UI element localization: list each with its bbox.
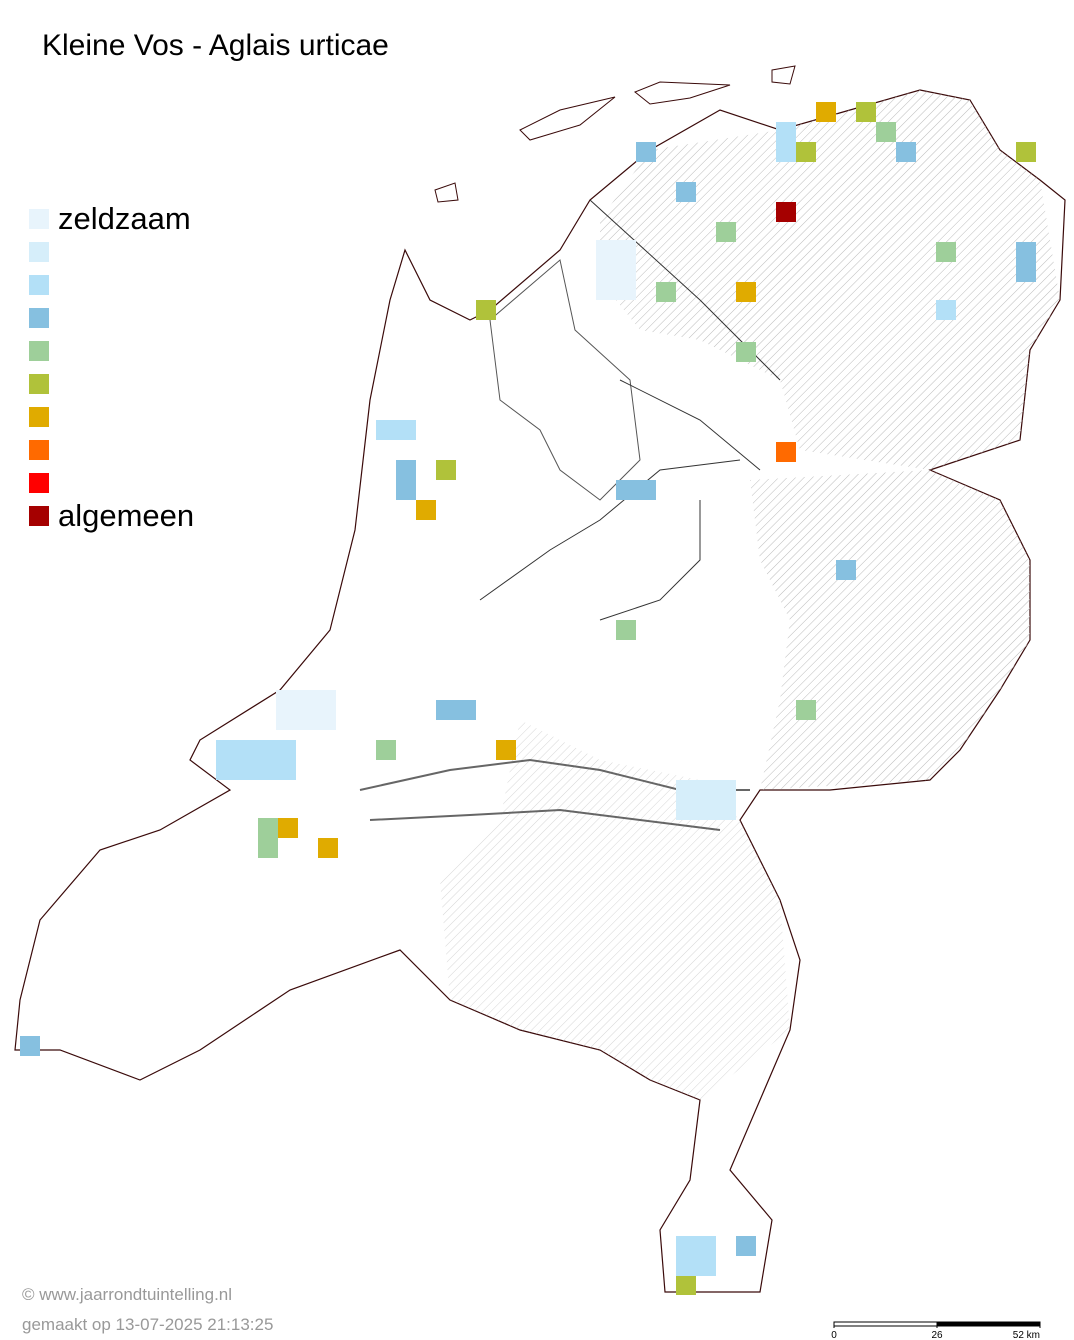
island <box>434 182 459 203</box>
legend-swatch <box>29 275 49 295</box>
cell <box>436 700 476 720</box>
cell <box>736 282 756 302</box>
legend-swatch <box>29 209 49 229</box>
cell <box>416 500 436 520</box>
cell <box>376 420 416 440</box>
cell <box>616 480 656 500</box>
hatched-area <box>750 470 1030 790</box>
credit: © www.jaarrondtuintelling.nl <box>22 1285 232 1304</box>
legend: zeldzaam algemeen <box>29 201 194 533</box>
cell <box>216 740 296 780</box>
legend-swatch <box>29 308 49 328</box>
legend-swatch <box>29 407 49 427</box>
scale-segment <box>936 1321 1041 1327</box>
river <box>369 808 721 831</box>
cell <box>318 838 338 858</box>
cell <box>676 182 696 202</box>
island <box>771 65 796 85</box>
cell <box>676 1236 716 1276</box>
hatched-area <box>600 90 1060 470</box>
cell <box>1016 242 1036 282</box>
cell <box>796 142 816 162</box>
cell <box>896 142 916 162</box>
cell <box>796 700 816 720</box>
cell <box>776 442 796 462</box>
scale-label: 52 km <box>1013 1330 1040 1340</box>
cell <box>736 1236 756 1256</box>
cell <box>20 1036 40 1056</box>
cell <box>476 300 496 320</box>
cell <box>876 122 896 142</box>
cell <box>636 142 656 162</box>
scale-label: 26 <box>931 1330 943 1340</box>
scale-segment <box>833 1321 938 1327</box>
country <box>14 65 1066 1293</box>
legend-label: zeldzaam <box>58 201 191 236</box>
cell <box>596 240 636 300</box>
legend-swatch <box>29 506 49 526</box>
legend-label: algemeen <box>58 498 194 533</box>
legend-swatch <box>29 242 49 262</box>
legend-swatch <box>29 440 49 460</box>
cell <box>616 620 636 640</box>
cell <box>716 222 736 242</box>
cell <box>776 122 796 162</box>
cell <box>936 242 956 262</box>
island <box>634 81 731 105</box>
cell <box>676 1275 696 1295</box>
legend-swatch <box>29 374 49 394</box>
cell <box>258 818 278 858</box>
cell <box>776 202 796 222</box>
map-title: Kleine Vos - Aglais urticae <box>42 29 389 62</box>
cell <box>936 300 956 320</box>
legend-swatch <box>29 473 49 493</box>
scale-label: 0 <box>831 1330 837 1340</box>
cell <box>836 560 856 580</box>
cell <box>816 102 836 122</box>
island <box>519 96 616 141</box>
cell <box>278 818 298 838</box>
cell <box>496 740 516 760</box>
cell <box>276 690 336 730</box>
cell <box>396 460 416 500</box>
cell <box>436 460 456 480</box>
grid-cells <box>20 102 1036 1295</box>
cell <box>376 740 396 760</box>
cell <box>676 780 736 820</box>
cell <box>736 342 756 362</box>
cell <box>856 102 876 122</box>
generated-date: gemaakt op 13-07-2025 21:13:25 <box>22 1315 273 1334</box>
scale-bar: 0 26 52 km <box>831 1321 1041 1340</box>
legend-swatch <box>29 341 49 361</box>
cell <box>656 282 676 302</box>
border-line <box>479 199 781 621</box>
cell <box>1016 142 1036 162</box>
